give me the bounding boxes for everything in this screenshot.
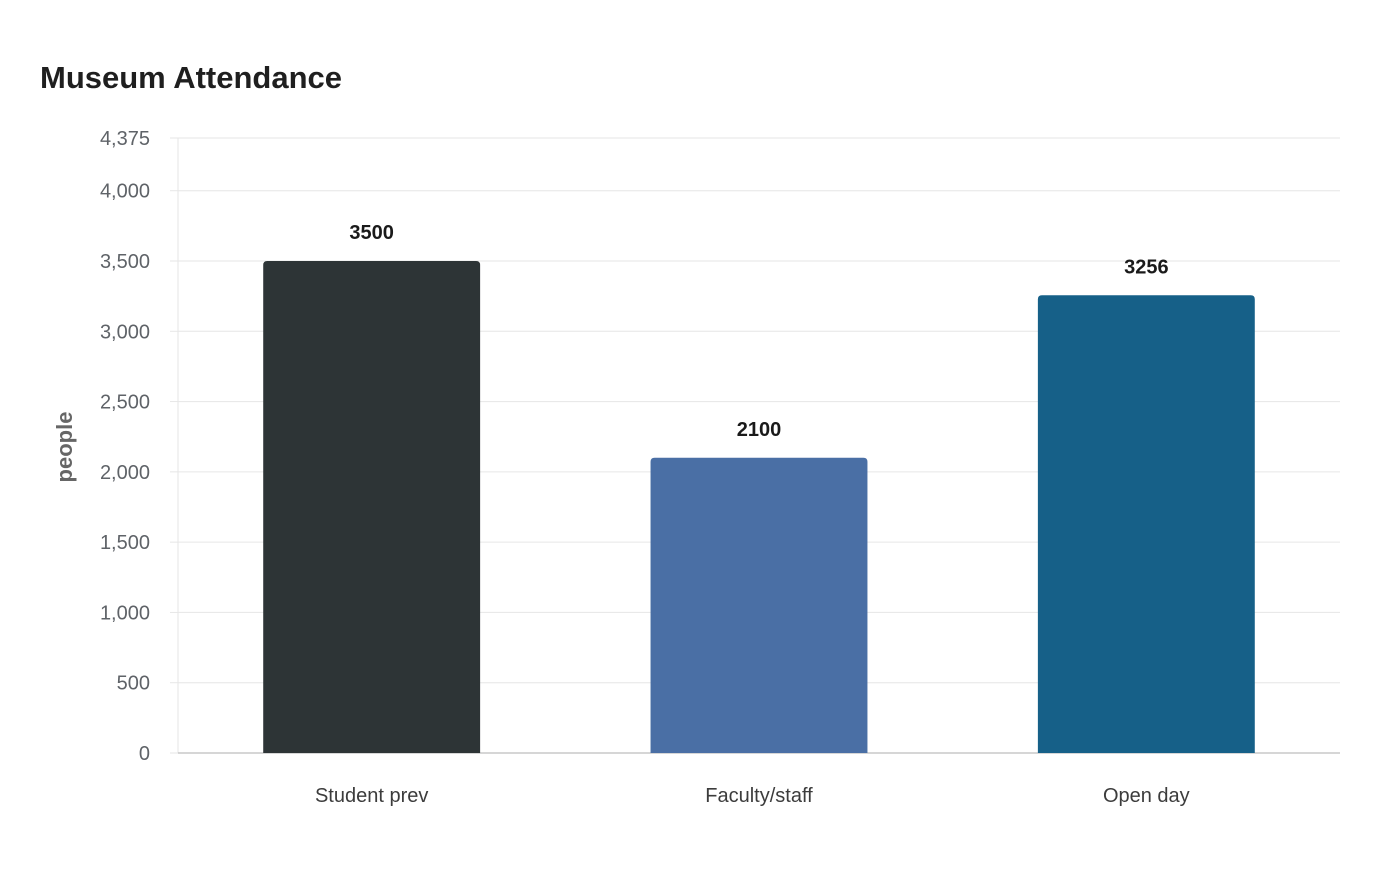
y-tick-label: 2,000 [100, 462, 150, 484]
y-tick-label: 3,500 [100, 251, 150, 273]
y-tick-label: 4,000 [100, 181, 150, 203]
y-tick-label: 0 [139, 743, 150, 765]
labels: 0 500 1,000 1,500 2,000 2,500 3,000 3,500 4,000 4… [100, 128, 1190, 807]
bar-value-label: 3256 [1124, 256, 1169, 278]
y-tick-label: 1,000 [100, 602, 150, 624]
y-tick-label: 4,375 [100, 128, 150, 150]
x-category-label: Faculty/staff [705, 785, 813, 807]
x-category-label: Open day [1103, 785, 1190, 807]
bar [1037, 295, 1255, 753]
y-tick-label: 2,500 [100, 392, 150, 414]
y-tick-label: 3,000 [100, 321, 150, 343]
x-category-label: Student prev [315, 785, 428, 807]
bar-value-label: 3500 [349, 222, 394, 244]
y-axis-title: people [52, 412, 77, 483]
y-tick-label: 500 [117, 673, 150, 695]
bar [263, 261, 481, 753]
bars [263, 261, 1255, 753]
bar [650, 457, 868, 753]
chart-title: Museum Attendance [40, 60, 343, 95]
bar-value-label: 2100 [737, 419, 782, 441]
y-tick-label: 1,500 [100, 532, 150, 554]
